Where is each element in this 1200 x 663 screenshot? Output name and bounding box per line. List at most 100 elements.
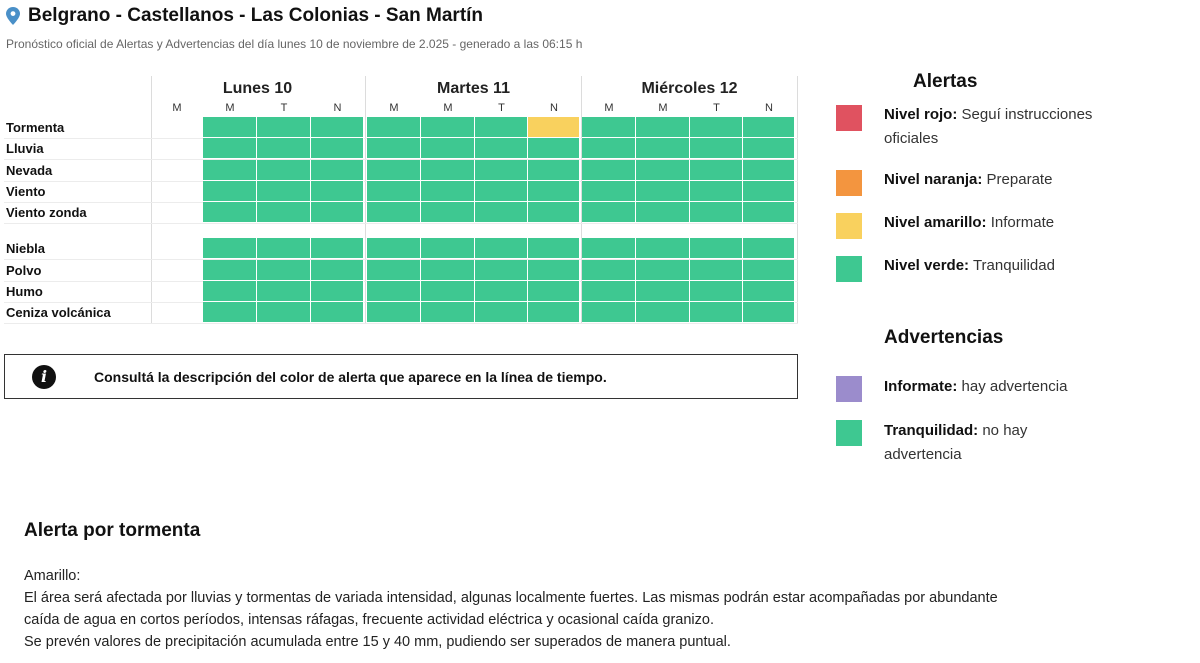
timeline-cell-green (528, 238, 580, 259)
legend-item-name: Nivel rojo: (884, 106, 958, 123)
row-divider (4, 223, 798, 224)
timeline-cell-green (690, 281, 743, 302)
timeline-cell-green (311, 181, 364, 202)
timeline-cell-green (743, 202, 795, 223)
timeline-cell-green (257, 138, 311, 159)
timeline-cell-yellow (528, 117, 580, 138)
day-label: Miércoles 12 (641, 80, 738, 97)
legend-item-name: Nivel naranja: (884, 171, 983, 188)
timeline-cell-green (311, 260, 364, 281)
row-divider (4, 323, 798, 324)
alert-detail-line: Se prevén valores de precipitación acumu… (24, 634, 731, 650)
timeline-cell-green (367, 302, 421, 323)
timeline-cell-green (203, 160, 257, 181)
slot-label: N (550, 102, 558, 114)
swatch-green-advertencia (836, 420, 862, 446)
legend-item-desc: hay advertencia (961, 378, 1068, 395)
swatch-red (836, 105, 862, 131)
timeline-cell-green (582, 202, 636, 223)
legend-item-desc: Informate (990, 214, 1055, 231)
timeline-cell-green (421, 281, 475, 302)
day-separator (151, 76, 152, 324)
timeline-cell-green (367, 202, 421, 223)
timeline-cell-green (311, 117, 364, 138)
row-divider (4, 259, 798, 260)
day-separator (797, 76, 798, 324)
timeline-cell-green (690, 202, 743, 223)
hazard-row-label: Viento zonda (6, 205, 87, 220)
alert-detail-body: Amarillo: El área será afectada por lluv… (24, 565, 1194, 653)
slot-label: M (172, 102, 182, 114)
timeline-cell-green (421, 238, 475, 259)
hazard-row-label: Polvo (6, 263, 42, 278)
map-pin-icon (6, 7, 20, 25)
legend-item-rojo: Nivel rojo: Seguí instrucciones oficiale… (884, 103, 1104, 151)
timeline-cell-green (636, 138, 690, 159)
hazard-row-label: Ceniza volcánica (6, 305, 111, 320)
timeline-cell-green (257, 238, 311, 259)
timeline-cell-green (582, 117, 636, 138)
timeline-cell-green (203, 281, 257, 302)
timeline-cell-green (367, 260, 421, 281)
timeline-cell-green (528, 160, 580, 181)
timeline-cell-green (257, 260, 311, 281)
slot-label: M (389, 102, 399, 114)
timeline-cell-green (203, 238, 257, 259)
timeline-cell-green (690, 260, 743, 281)
timeline-cell-green (582, 181, 636, 202)
timeline-cell-green (475, 138, 528, 159)
hazard-row-label: Viento (6, 184, 46, 199)
timeline-cell-green (421, 117, 475, 138)
timeline-cell-green (475, 202, 528, 223)
hazard-row-label: Tormenta (6, 120, 65, 135)
alert-timeline: Lunes 10 M M T N Martes 11 M M T N Miércoles 12 M M T… (0, 76, 800, 326)
timeline-cell-green (421, 302, 475, 323)
timeline-cell-green (257, 302, 311, 323)
timeline-cell-green (636, 160, 690, 181)
swatch-purple (836, 376, 862, 402)
slot-label: M (225, 102, 235, 114)
timeline-cell-green (367, 181, 421, 202)
hazard-row-label: Nevada (6, 163, 53, 178)
swatch-orange (836, 170, 862, 196)
timeline-cell-green (475, 260, 528, 281)
timeline-cell-green (421, 181, 475, 202)
swatch-yellow (836, 213, 862, 239)
legend-item-verde: Nivel verde: Tranquilidad (884, 254, 1104, 278)
timeline-cell-green (475, 181, 528, 202)
timeline-cell-green (528, 281, 580, 302)
timeline-cell-green (582, 238, 636, 259)
legend-item-desc: no hay advertencia (884, 422, 1028, 463)
timeline-cell-green (203, 181, 257, 202)
hazard-row-label: Lluvia (6, 141, 44, 156)
timeline-cell-green (311, 202, 364, 223)
alert-detail-line: El área será afectada por lluvias y torm… (24, 590, 998, 606)
timeline-cell-green (582, 302, 636, 323)
page-title: Belgrano - Castellanos - Las Colonias - … (28, 5, 484, 26)
timeline-cell-green (203, 202, 257, 223)
timeline-cell-green (421, 202, 475, 223)
timeline-cell-green (421, 160, 475, 181)
timeline-cell-green (690, 181, 743, 202)
timeline-cell-green (743, 181, 795, 202)
timeline-cell-green (475, 281, 528, 302)
timeline-cell-green (311, 281, 364, 302)
timeline-cell-green (203, 117, 257, 138)
legend-item-name: Informate: (884, 378, 958, 395)
day-separator (365, 76, 366, 324)
timeline-cell-green (367, 117, 421, 138)
slot-label: T (498, 102, 505, 114)
hazard-row-label: Niebla (6, 241, 46, 256)
timeline-cell-green (743, 260, 795, 281)
legend-item-tranquilidad: Tranquilidad: no hay advertencia (884, 419, 1104, 467)
slot-label: M (658, 102, 668, 114)
swatch-green (836, 256, 862, 282)
legend-item-amarillo: Nivel amarillo: Informate (884, 211, 1104, 235)
timeline-cell-green (257, 160, 311, 181)
row-divider (4, 159, 798, 160)
slot-label: M (443, 102, 453, 114)
timeline-cell-green (636, 202, 690, 223)
info-text: Consultá la descripción del color de ale… (94, 368, 607, 385)
timeline-cell-green (743, 117, 795, 138)
timeline-cell-green (421, 260, 475, 281)
